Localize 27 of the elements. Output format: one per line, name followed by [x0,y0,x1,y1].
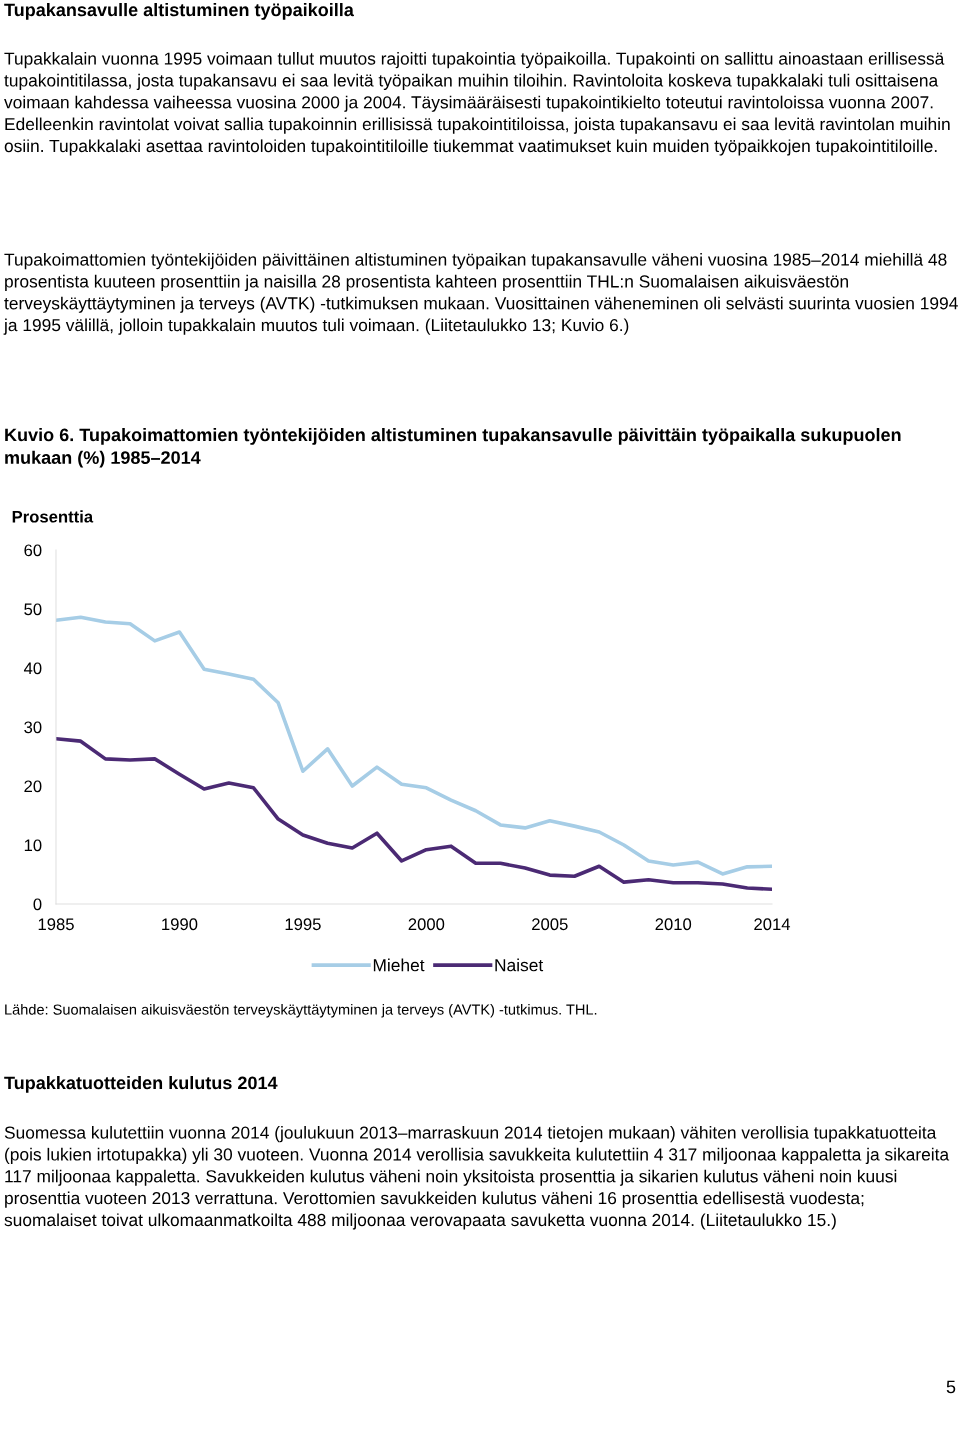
y-tick-label: 50 [24,603,42,616]
x-tick-label: 1995 [285,918,321,931]
y-tick-label: 30 [24,721,42,734]
y-tick-label: 20 [24,780,42,793]
x-tick-label: 2014 [754,918,791,931]
text: 5 [946,1380,956,1394]
text: Tupakoimattomien työntekijöiden päivittäinen altistuminen työpaikan tupakansavulle väheni vuosina 1985–2014 miehillä 48 prosentista kuuteen prosenttiin ja naisilla 28 prosentista kahteen prosenttiin THL:n Suomalaisen aikuisväestön terveyskäyttäytyminen ja terveys (AVTK) -tutkimuksen mukaan. Vuosittainen väheneminen oli selvästi suurinta vuosien 1994 ja 1995 välillä, jolloin tupakkalain muutos tuli voimaan. (Liitetaulukko 13; Kuvio 6.) [3,253,958,335]
y-tick-label: 40 [23,662,42,675]
line-series [56,736,772,892]
x-tick-label: 2010 [655,918,692,931]
text: Tupakkatuotteiden kulutus 2014 [4,1076,278,1093]
text: Lähde: Suomalaisen aikuisväestön terveyskäyttäytyminen ja terveys (AVTK) -tutkimus. THL. [5,1004,597,1018]
x-tick-label: 1990 [162,918,198,931]
legend-label: Miehet [373,958,425,972]
text: Tupakansavulle altistuminen työpaikoilla [4,3,354,20]
line-series [56,615,772,876]
x-tick-label: 1985 [38,918,74,931]
y-tick-label: 0 [33,898,42,911]
x-tick-label: 2000 [408,918,445,931]
chart-title: Kuvio 6. Tupakoimattomien työntekijöiden altistuminen tupakansavulle päivittäin työpaikalla sukupuolen mukaan (%) 1985–2014 [5,428,901,468]
legend-label: Naiset [495,958,544,972]
text: Tupakkalain vuonna 1995 voimaan tullut muutos rajoitti tupakointia työpaikoilla. Tupakointi on sallittu ainoastaan erillisessä tupakointitilassa, josta tupakansavu ei saa levitä työpaikan muihin tiloihin. Ravintoloita koskeva tupakkalaki tuli osittaisena voimaan kahdessa vaiheessa vuosina 2000 ja 2004. Täysimääräisesti tupakointikielto toteutui ravintoloissa vuonna 2007. Edelleenkin ravintolat voivat sallia tupakoinnin erillisissä tupakointitiloissa, joista tupakansavu ei saa levitä ravintolan muihin osiin. Tupakkalaki asettaa ravintoloiden tupakointitiloille tiukemmat vaatimukset kuin muiden työpaikkojen tupakointitiloille. [4,52,950,156]
y-axis-title: Prosenttia [12,510,94,523]
y-tick-label: 10 [24,839,42,852]
x-tick-label: 2005 [532,918,568,931]
y-tick-label: 60 [24,544,42,557]
text: Suomessa kulutettiin vuonna 2014 (joulukuun 2013–marraskuun 2014 tietojen mukaan) vähiten verollisia tupakkatuotteita (pois lukien irtotupakka) yli 30 vuoteen. Vuonna 2014 verollisia savukkeita kulutettiin 4 317 miljoonaa kappaletta ja sikareita 117 miljoonaa kappaletta. Savukkeiden kulutus väheni noin yksitoista prosenttia ja sikarien kulutus väheni noin kuusi prosenttia vuoteen 2013 verrattuna. Verottomien savukkeiden kulutus väheni 16 prosenttia edellisestä vuodesta; suomalaiset toivat ulkomaanmatkoilta 488 miljoonaa verovapaata savuketta vuonna 2014. (Liitetaulukko 15.) [4,1126,950,1230]
